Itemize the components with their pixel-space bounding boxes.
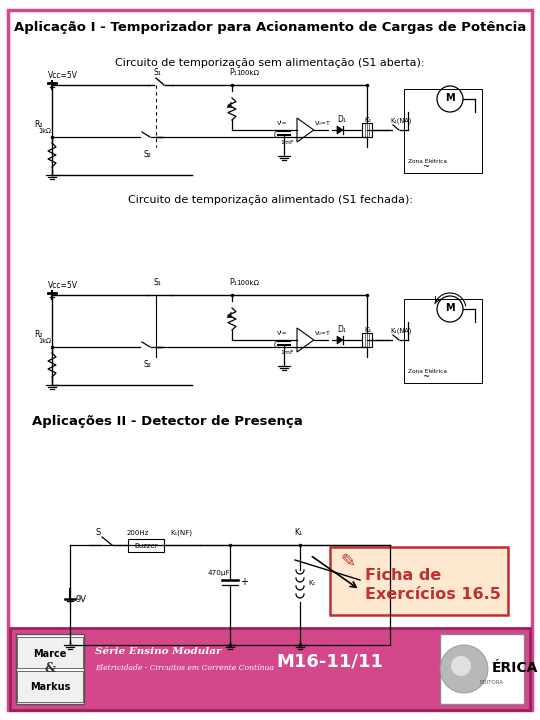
Text: Aplicação I - Temporizador para Acionamento de Cargas de Potência: Aplicação I - Temporizador para Acioname… (14, 20, 526, 34)
Text: R₂: R₂ (34, 330, 43, 339)
Text: ✎: ✎ (340, 553, 355, 571)
Text: 1mF: 1mF (280, 350, 294, 355)
Text: Vᴵ=: Vᴵ= (277, 121, 288, 126)
Text: 1mF: 1mF (280, 140, 294, 145)
Text: Circuito de temporização sem alimentação (S1 aberta):: Circuito de temporização sem alimentação… (115, 58, 425, 68)
Text: K₁: K₁ (364, 327, 372, 333)
Text: V₀=T: V₀=T (315, 121, 331, 126)
FancyBboxPatch shape (8, 10, 532, 710)
Text: 1kΩ: 1kΩ (38, 338, 51, 344)
Text: Buzzer: Buzzer (134, 543, 158, 549)
Text: Série Ensino Modular: Série Ensino Modular (95, 647, 221, 657)
Text: 1kΩ: 1kΩ (38, 128, 51, 134)
Text: K₁: K₁ (364, 117, 372, 123)
Text: K₁: K₁ (294, 528, 302, 537)
Text: Vcc=5V: Vcc=5V (48, 71, 78, 79)
Text: 100kΩ: 100kΩ (236, 280, 259, 286)
Text: K₁(NA): K₁(NA) (390, 327, 411, 333)
Text: ~: ~ (422, 372, 429, 381)
FancyBboxPatch shape (128, 539, 164, 552)
Text: C: C (274, 341, 279, 350)
Polygon shape (337, 126, 343, 134)
Text: 9V: 9V (76, 595, 87, 605)
FancyBboxPatch shape (362, 333, 372, 347)
Text: S: S (95, 528, 100, 537)
Text: P₁: P₁ (229, 68, 237, 77)
FancyBboxPatch shape (16, 634, 84, 704)
Text: 100kΩ: 100kΩ (236, 70, 259, 76)
Text: Eletricidade - Circuitos em Corrente Contínua: Eletricidade - Circuitos em Corrente Con… (95, 664, 274, 672)
Text: 470µF: 470µF (208, 570, 231, 576)
FancyBboxPatch shape (362, 123, 372, 137)
Text: K₁: K₁ (308, 580, 315, 586)
Text: S₂: S₂ (144, 150, 152, 159)
Text: +: + (240, 577, 248, 587)
Text: C: C (274, 131, 279, 140)
Text: S₁: S₁ (154, 68, 162, 77)
Text: Zona Elétrica: Zona Elétrica (408, 369, 447, 374)
FancyBboxPatch shape (330, 547, 508, 615)
Text: Circuito de temporização alimentado (S1 fechada):: Circuito de temporização alimentado (S1 … (127, 195, 413, 205)
Polygon shape (337, 336, 343, 344)
Text: M: M (445, 303, 455, 313)
Circle shape (440, 645, 488, 693)
Text: M: M (445, 93, 455, 103)
Text: ~: ~ (422, 162, 429, 171)
Text: Marce: Marce (33, 649, 66, 659)
Text: K₁(NA): K₁(NA) (390, 117, 411, 124)
Text: &: & (44, 662, 56, 675)
Text: R₂: R₂ (34, 120, 43, 129)
FancyBboxPatch shape (17, 671, 83, 702)
Text: Vᴵ=: Vᴵ= (277, 331, 288, 336)
Text: V₀=T: V₀=T (315, 331, 331, 336)
Text: P₁: P₁ (229, 278, 237, 287)
FancyBboxPatch shape (10, 628, 530, 710)
Text: Markus: Markus (30, 682, 70, 692)
Text: 200Hz: 200Hz (127, 530, 149, 536)
Text: EDITORA: EDITORA (480, 680, 504, 685)
FancyBboxPatch shape (17, 637, 83, 668)
Text: D₁: D₁ (337, 325, 346, 334)
Text: M16-11/11: M16-11/11 (276, 653, 383, 671)
Circle shape (451, 656, 471, 676)
FancyBboxPatch shape (440, 634, 524, 704)
Text: S₁: S₁ (154, 278, 162, 287)
Text: Vcc=5V: Vcc=5V (48, 281, 78, 289)
Text: Zona Elétrica: Zona Elétrica (408, 159, 447, 164)
Text: K₁(NF): K₁(NF) (170, 530, 192, 536)
Text: S₂: S₂ (144, 360, 152, 369)
Text: Ficha de
Exercícios 16.5: Ficha de Exercícios 16.5 (365, 568, 501, 602)
Text: ÉRICA: ÉRICA (492, 661, 538, 675)
Text: D₁: D₁ (337, 115, 346, 124)
Text: Aplicações II - Detector de Presença: Aplicações II - Detector de Presença (32, 415, 303, 428)
